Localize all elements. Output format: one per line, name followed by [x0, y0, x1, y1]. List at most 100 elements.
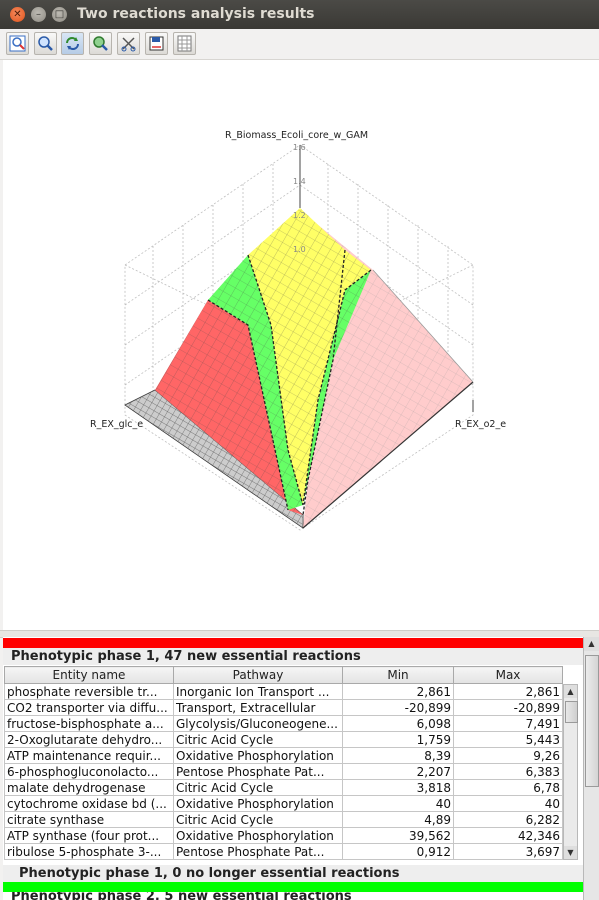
- cut-button[interactable]: [117, 32, 140, 55]
- cell-entity-name[interactable]: CO2 transporter via diffu...: [5, 700, 174, 716]
- phase1-header[interactable]: Phenotypic phase 1, 47 new essential rea…: [3, 648, 583, 665]
- table-row[interactable]: phosphate reversible tr... Inorganic Ion …: [5, 684, 563, 700]
- z-tick-label: 1.2: [293, 211, 306, 220]
- cell-min[interactable]: 3,818: [343, 780, 454, 796]
- results-panel: Phenotypic phase 1, 47 new essential rea…: [3, 637, 583, 900]
- cell-min[interactable]: 2,861: [343, 684, 454, 700]
- scroll-thumb[interactable]: [585, 655, 599, 787]
- cell-max[interactable]: 6,383: [454, 764, 563, 780]
- zoom-fit-button[interactable]: [6, 32, 29, 55]
- save-icon: [148, 35, 165, 52]
- cell-pathway[interactable]: Oxidative Phosphorylation: [174, 796, 343, 812]
- table-scrollbar[interactable]: ▲ ▼: [563, 684, 578, 860]
- phase2-header[interactable]: Phenotypic phase 1, 0 no longer essentia…: [3, 865, 583, 882]
- cell-pathway[interactable]: Transport, Extracellular: [174, 700, 343, 716]
- phenotype-phase-plane-chart[interactable]: 1.6 1.4 1.2 1.0 R_Biomass_Ecoli_core_w_G…: [3, 60, 599, 630]
- table-row[interactable]: 2-Oxoglutarate dehydro... Citric Acid Cyc…: [5, 732, 563, 748]
- cell-pathway[interactable]: Glycolysis/Gluconeogene...: [174, 716, 343, 732]
- rotate-icon: [64, 35, 81, 52]
- cell-min[interactable]: 39,562: [343, 828, 454, 844]
- z-tick-label: 1.4: [293, 177, 306, 186]
- cell-entity-name[interactable]: ATP synthase (four prot...: [5, 828, 174, 844]
- cell-pathway[interactable]: Inorganic Ion Transport ...: [174, 684, 343, 700]
- cell-max[interactable]: 5,443: [454, 732, 563, 748]
- z-tick-label: 1.0: [293, 245, 306, 254]
- table-row[interactable]: fructose-bisphosphate a... Glycolysis/Glu…: [5, 716, 563, 732]
- table-row[interactable]: 6-phosphogluconolacto... Pentose Phosphat…: [5, 764, 563, 780]
- cell-max[interactable]: 6,282: [454, 812, 563, 828]
- cell-min[interactable]: 0,912: [343, 844, 454, 860]
- rotate-button[interactable]: [61, 32, 84, 55]
- cell-pathway[interactable]: Pentose Phosphate Pat...: [174, 764, 343, 780]
- cell-pathway[interactable]: Pentose Phosphate Pat...: [174, 844, 343, 860]
- essential-reactions-table: Entity name Pathway Min Max phosphate re…: [4, 666, 563, 860]
- x-axis-label: R_EX_glc_e: [90, 419, 143, 430]
- column-header-max[interactable]: Max: [454, 667, 563, 684]
- chart-svg[interactable]: 1.6 1.4 1.2 1.0 R_Biomass_Ecoli_core_w_G…: [3, 60, 599, 630]
- cell-min[interactable]: -20,899: [343, 700, 454, 716]
- z-tick-label: 1.6: [293, 143, 306, 152]
- cell-max[interactable]: 42,346: [454, 828, 563, 844]
- pan-button[interactable]: [89, 32, 112, 55]
- cell-entity-name[interactable]: citrate synthase: [5, 812, 174, 828]
- cell-max[interactable]: -20,899: [454, 700, 563, 716]
- table-row[interactable]: ATP synthase (four prot... Oxidative Phos…: [5, 828, 563, 844]
- cell-max[interactable]: 40: [454, 796, 563, 812]
- cell-max[interactable]: 2,861: [454, 684, 563, 700]
- scroll-thumb[interactable]: [565, 701, 578, 723]
- scroll-down-arrow-icon[interactable]: ▼: [564, 846, 577, 859]
- save-button[interactable]: [145, 32, 168, 55]
- cell-entity-name[interactable]: ATP maintenance requir...: [5, 748, 174, 764]
- cell-min[interactable]: 4,89: [343, 812, 454, 828]
- cell-pathway[interactable]: Citric Acid Cycle: [174, 780, 343, 796]
- minimize-window-button[interactable]: –: [31, 7, 46, 22]
- phase2-color-bar: [3, 882, 583, 892]
- z-axis-label: R_Biomass_Ecoli_core_w_GAM: [225, 130, 368, 141]
- table-row[interactable]: ribulose 5-phosphate 3-... Pentose Phosph…: [5, 844, 563, 860]
- cell-min[interactable]: 6,098: [343, 716, 454, 732]
- magnifier-icon: [37, 35, 54, 52]
- next-phase-header-partial[interactable]: Phenotypic phase 2, 5 new essential reac…: [3, 892, 591, 900]
- table-row[interactable]: citrate synthase Citric Acid Cycle 4,89 6,2…: [5, 812, 563, 828]
- cell-entity-name[interactable]: malate dehydrogenase: [5, 780, 174, 796]
- cell-max[interactable]: 7,491: [454, 716, 563, 732]
- cell-pathway[interactable]: Citric Acid Cycle: [174, 812, 343, 828]
- window-titlebar: ✕ – □ Two reactions analysis results: [0, 0, 599, 29]
- cell-entity-name[interactable]: 2-Oxoglutarate dehydro...: [5, 732, 174, 748]
- column-header-min[interactable]: Min: [343, 667, 454, 684]
- grid-button[interactable]: [173, 32, 196, 55]
- zoom-button[interactable]: [34, 32, 57, 55]
- cell-entity-name[interactable]: ribulose 5-phosphate 3-...: [5, 844, 174, 860]
- cell-max[interactable]: 3,697: [454, 844, 563, 860]
- grid-icon: [176, 35, 193, 52]
- cell-entity-name[interactable]: fructose-bisphosphate a...: [5, 716, 174, 732]
- column-header-pathway[interactable]: Pathway: [174, 667, 343, 684]
- zoom-fit-icon: [9, 35, 26, 52]
- table-row[interactable]: malate dehydrogenase Citric Acid Cycle 3,8…: [5, 780, 563, 796]
- cell-pathway[interactable]: Oxidative Phosphorylation: [174, 748, 343, 764]
- table-row[interactable]: cytochrome oxidase bd (... Oxidative Phos…: [5, 796, 563, 812]
- cell-min[interactable]: 8,39: [343, 748, 454, 764]
- cell-max[interactable]: 6,78: [454, 780, 563, 796]
- phase1-color-bar: [3, 638, 583, 648]
- cell-min[interactable]: 40: [343, 796, 454, 812]
- cell-min[interactable]: 1,759: [343, 732, 454, 748]
- cell-pathway[interactable]: Citric Acid Cycle: [174, 732, 343, 748]
- cell-entity-name[interactable]: phosphate reversible tr...: [5, 684, 174, 700]
- cell-pathway[interactable]: Oxidative Phosphorylation: [174, 828, 343, 844]
- window-title: Two reactions analysis results: [77, 6, 315, 22]
- panel-scrollbar[interactable]: ▲: [583, 637, 599, 900]
- table-header-row: Entity name Pathway Min Max: [5, 667, 563, 684]
- column-header-entity-name[interactable]: Entity name: [5, 667, 174, 684]
- cell-max[interactable]: 9,26: [454, 748, 563, 764]
- cell-entity-name[interactable]: 6-phosphogluconolacto...: [5, 764, 174, 780]
- scroll-up-arrow-icon[interactable]: ▲: [564, 685, 577, 698]
- close-window-button[interactable]: ✕: [10, 7, 25, 22]
- scroll-up-arrow-icon[interactable]: ▲: [584, 637, 599, 651]
- cell-entity-name[interactable]: cytochrome oxidase bd (...: [5, 796, 174, 812]
- maximize-window-button[interactable]: □: [52, 7, 67, 22]
- toolbar: [0, 29, 599, 60]
- table-row[interactable]: CO2 transporter via diffu... Transport, E…: [5, 700, 563, 716]
- cell-min[interactable]: 2,207: [343, 764, 454, 780]
- table-row[interactable]: ATP maintenance requir... Oxidative Phosp…: [5, 748, 563, 764]
